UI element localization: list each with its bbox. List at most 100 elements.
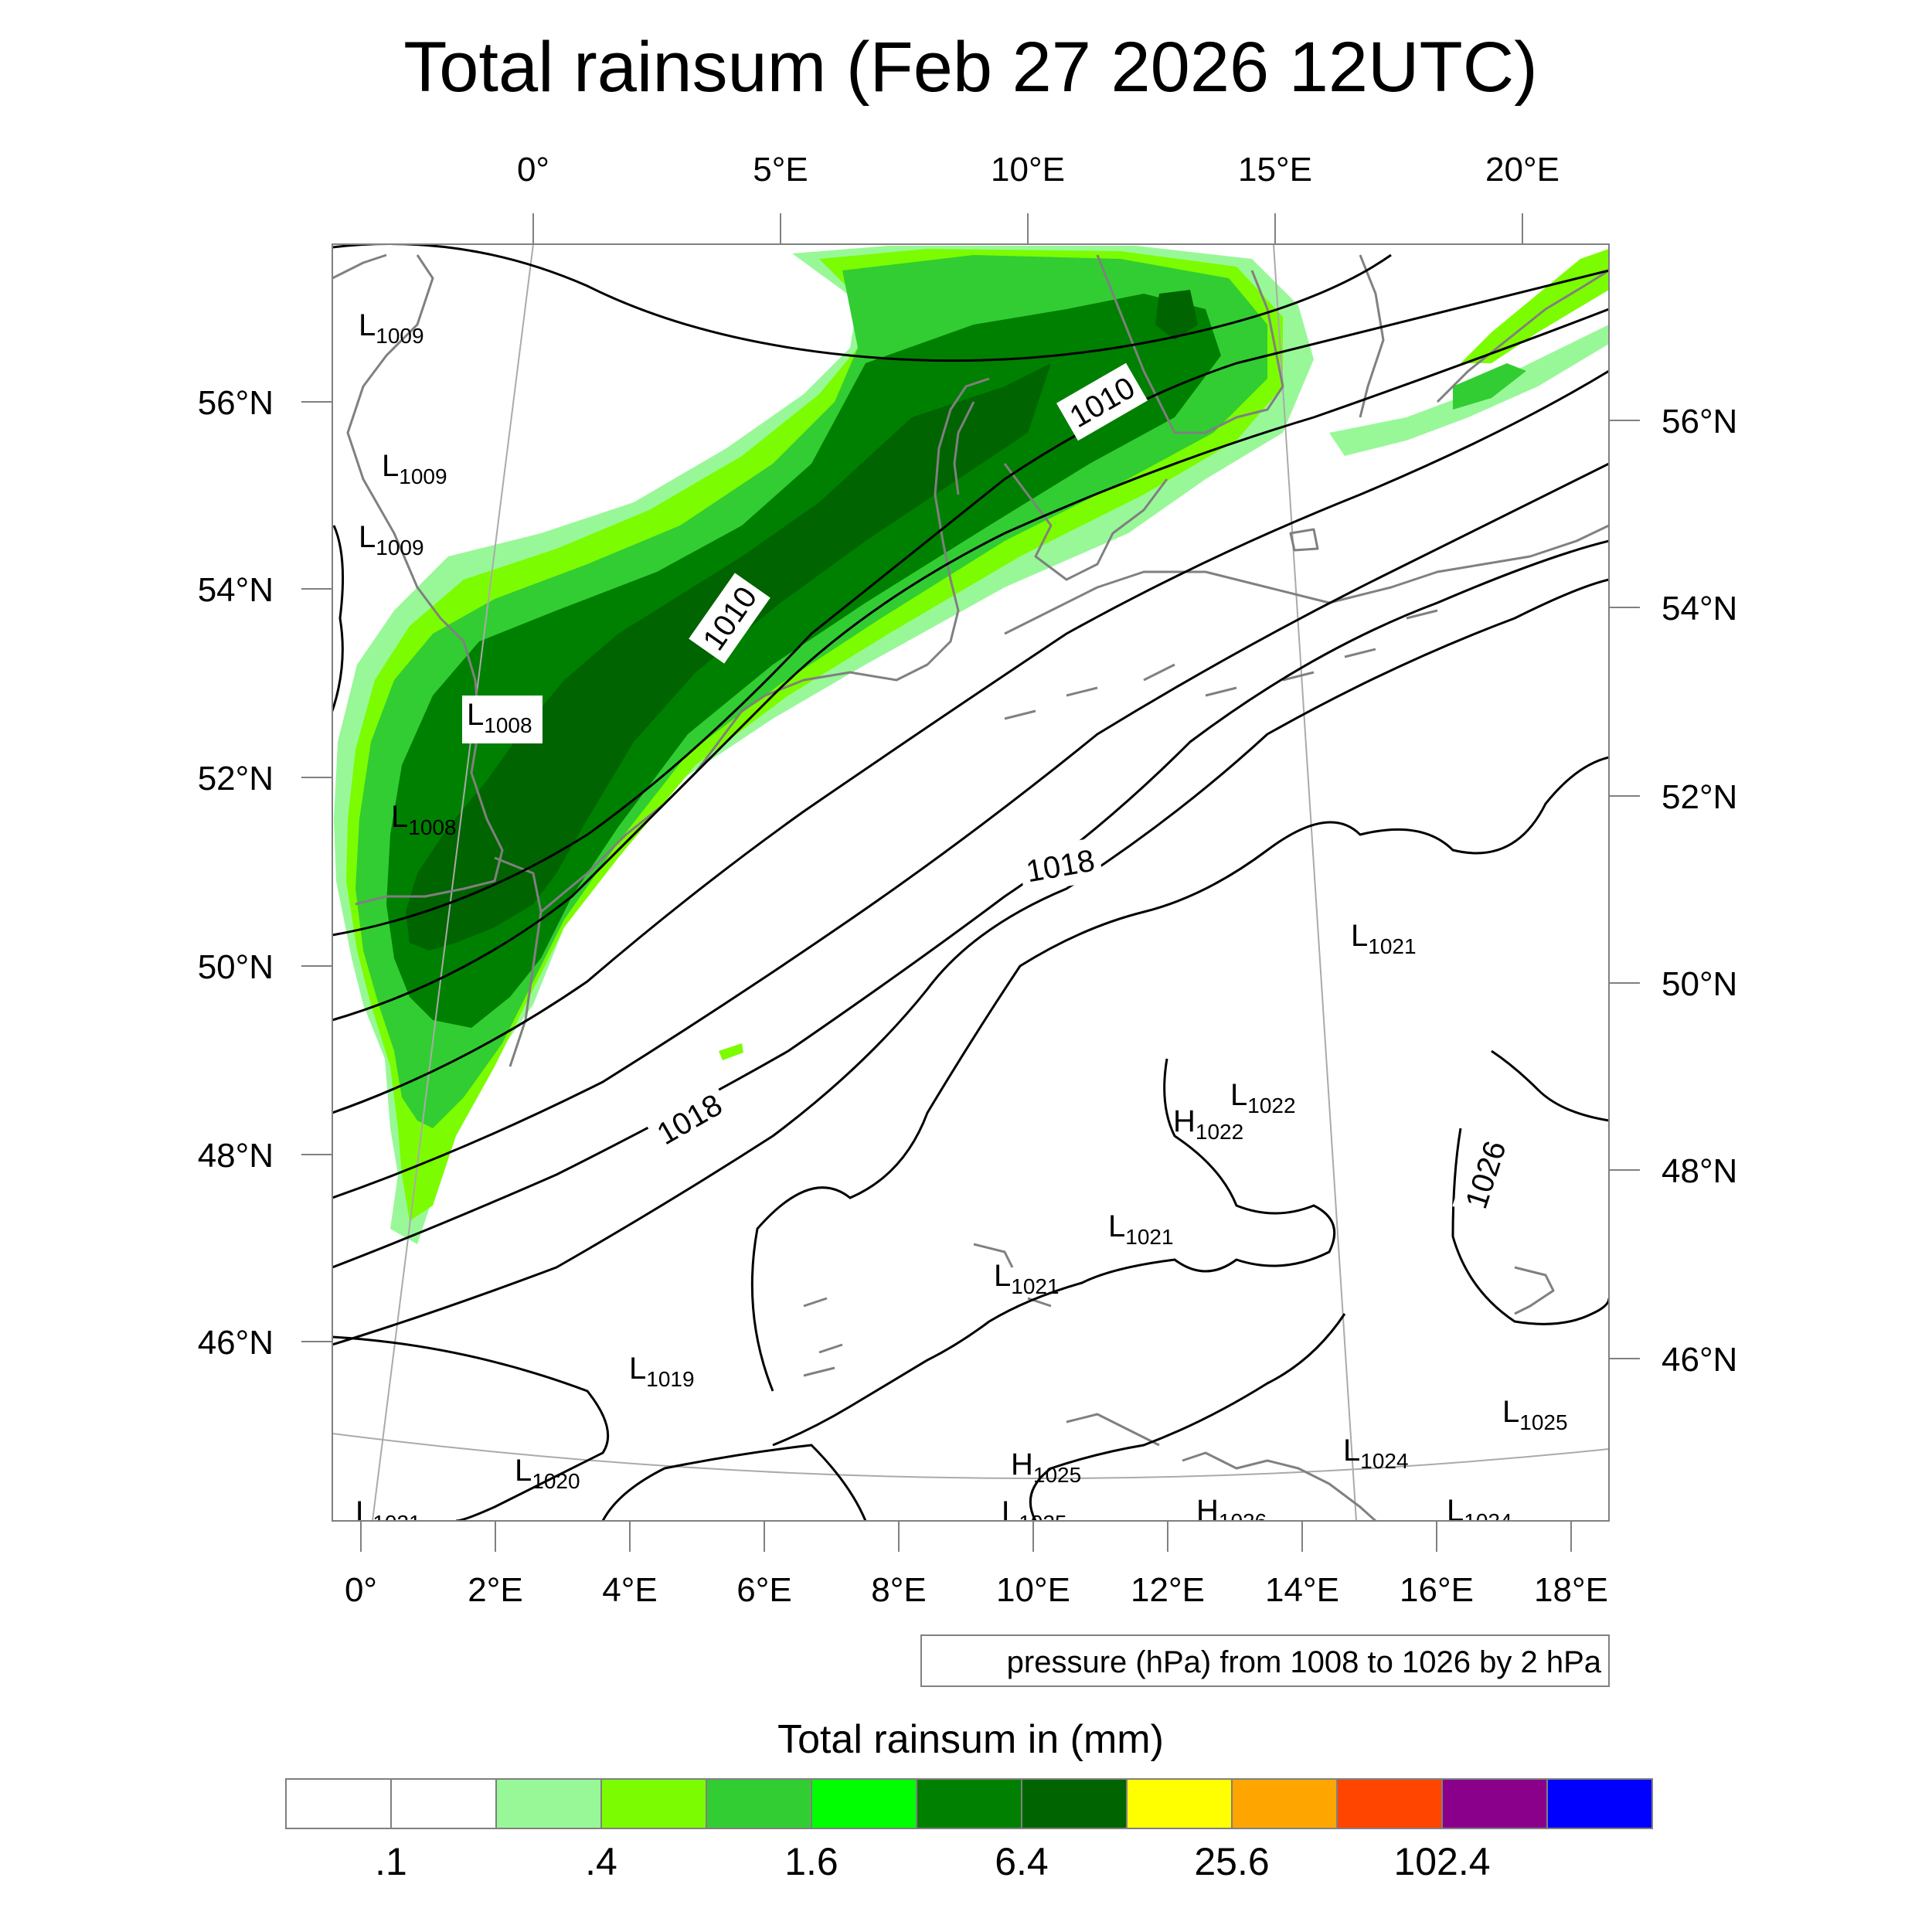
isobar-1010-a [332,269,1609,937]
rain-streak-ne1 [1461,249,1609,363]
pressure-center: L1009 [359,520,424,560]
colorbar-box [1336,1778,1443,1829]
left-lat-label: 50°N [198,948,274,986]
pressure-center: L1019 [629,1352,695,1391]
isobar-1018 [332,578,1609,1346]
pressure-center: L1025 [1002,1495,1067,1535]
coast-great-britain-east [346,254,504,906]
isobar-1024 [601,1313,1346,1521]
colorbar-box [706,1778,812,1829]
pressure-center: L1009 [359,308,424,348]
rain-band-64 [386,294,1221,1028]
rain-band-128c [966,394,1005,444]
top-lon-label: 15°E [1238,151,1312,189]
pressure-center: L1025 [1502,1395,1568,1434]
bottom-lon-label: 18°E [1534,1571,1608,1609]
pressure-center: L1008 [467,698,532,737]
parallel-45n [332,1433,1609,1480]
right-lat-label: 56°N [1662,403,1737,440]
coast-adriatic [1182,1451,1377,1521]
colorbar-box [916,1778,1022,1829]
colorbar-label: 25.6 [1194,1840,1269,1883]
pressure-center: L1024 [1447,1494,1512,1533]
pressure-center: H1025 [1011,1447,1081,1487]
left-latitude-labels: 56°N 54°N 52°N 50°N 48°N 46°N [198,384,274,1362]
isobar-1026 [1451,1049,1609,1325]
coast-france-north [494,856,543,1067]
coast-jutland-west [953,401,975,495]
top-longitude-labels: 0° 5°E 10°E 15°E 20°E [517,151,1560,189]
colorbar-labels: .1 .4 1.6 6.4 25.6 102.4 [375,1840,1490,1883]
isobar-1009-north [332,244,1392,362]
top-lon-label: 5°E [753,151,808,189]
bottom-lon-label: 2°E [468,1571,522,1609]
pressure-center: L1009 [382,449,447,488]
bottom-lon-label: 12°E [1131,1571,1205,1609]
top-lon-label: 10°E [991,151,1065,189]
isobars [332,244,1609,1521]
axis-ticks [301,213,1640,1552]
right-lat-label: 46°N [1662,1341,1737,1379]
isobar-left-coast [332,525,345,712]
coast-gotland [1359,254,1385,418]
colorbar-label: .4 [585,1840,617,1883]
rain-band-128 [406,363,1051,951]
bottom-longitude-labels: 0° 2°E 4°E 6°E 8°E 10°E 12°E 14°E 16°E 1… [345,1571,1608,1609]
meridian-0e [372,244,534,1521]
rain-streak-ne3 [1453,363,1526,410]
pressure-center: L1022 [1230,1078,1296,1117]
right-lat-label: 52°N [1662,778,1737,816]
coastlines [332,253,1609,1521]
coast-germany-north [764,377,990,697]
pressure-center: L1021 [994,1259,1060,1298]
colorbar-box [1231,1778,1338,1829]
meridian-15e [1273,244,1357,1521]
isobar-1020 [332,756,1609,1521]
bottom-lon-label: 0° [345,1571,377,1609]
bottom-lon-label: 14°E [1265,1571,1339,1609]
rain-streak-ne2 [1329,325,1609,456]
colorbar-label: 6.4 [995,1840,1049,1883]
colorbar-label: .1 [375,1840,407,1883]
colorbar-box [1546,1778,1653,1829]
pressure-center: L1008 [391,800,457,839]
graticule-lines [332,244,1609,1521]
coast-poland-dots [1004,609,1438,720]
colorbar-box [1441,1778,1548,1829]
isobar-1022 [772,1058,1336,1447]
contour-note: pressure (hPa) from 1008 to 1026 by 2 hP… [1007,1645,1602,1679]
colorbar-title: Total rainsum in (mm) [777,1717,1164,1762]
bottom-lon-label: 8°E [871,1571,926,1609]
coast-lake-east [1514,1266,1555,1315]
colorbar-boxes [285,1778,1653,1829]
bottom-lon-label: 4°E [602,1571,657,1609]
colorbar-label: 102.4 [1393,1840,1490,1883]
colorbar-box [811,1778,917,1829]
pressure-center: L1021 [1351,919,1417,958]
colorbar-box [600,1778,707,1829]
top-lon-label: 0° [517,151,549,189]
colorbar-box [1021,1778,1128,1829]
right-lat-label: 50°N [1662,965,1737,1003]
right-latitude-labels: 56°N 54°N 52°N 50°N 48°N 46°N [1662,403,1737,1379]
coast-italy-north [1066,1413,1160,1447]
bottom-lon-label: 16°E [1400,1571,1474,1609]
pressure-center: H1026 [1196,1494,1267,1533]
top-lon-label: 20°E [1485,151,1560,189]
coast-danish-isles [1003,463,1168,581]
coast-baltic-ne [1436,269,1609,403]
contour-note-box [920,1634,1610,1687]
pressure-center: H1022 [1173,1104,1243,1144]
rain-dot-central [719,1043,743,1060]
right-lat-label: 54°N [1662,590,1737,628]
rainfall-shading [334,246,1609,1244]
map-area: 1010 1010 1018 1018 1026 L1009 L1009 [332,244,1609,1535]
left-lat-label: 48°N [198,1137,274,1175]
isobar-1012 [332,369,1609,1114]
isobar-1014 [332,462,1609,1199]
isobar-label-boxes: 1010 1010 1018 1018 1026 [643,362,1519,1220]
map-title: Total rainsum (Feb 27 2026 12UTC) [403,28,1538,107]
left-lat-label: 46°N [198,1324,274,1362]
pressure-center: L1021 [1108,1209,1174,1249]
